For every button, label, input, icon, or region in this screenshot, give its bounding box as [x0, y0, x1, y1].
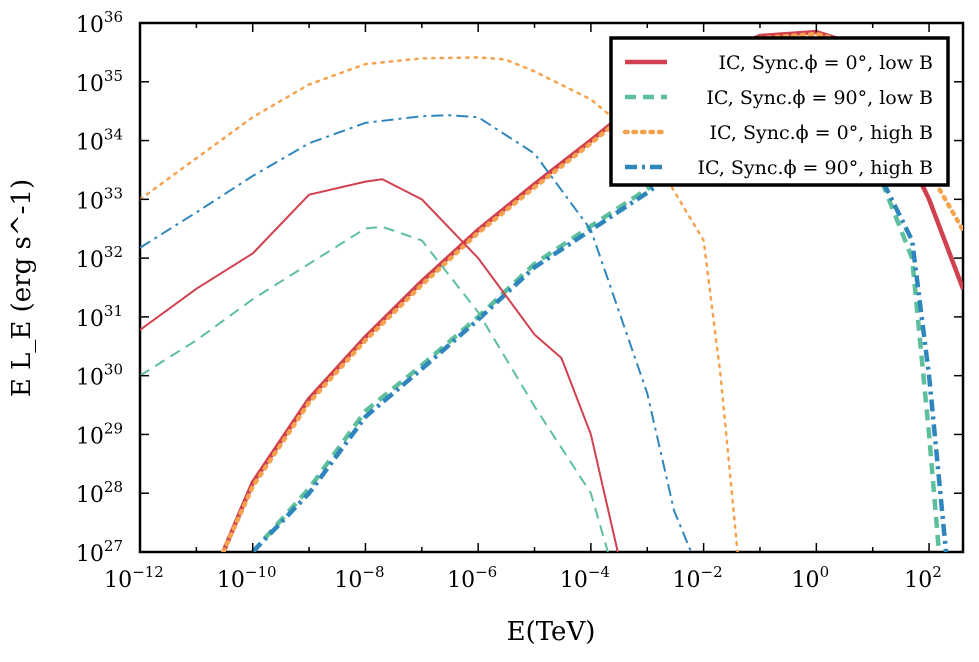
y-tick-label: 1034	[76, 126, 123, 156]
y-tick-label: 1033	[76, 184, 123, 214]
x-tick-label: 10−4	[560, 563, 610, 593]
x-tick-label: 10−10	[217, 563, 277, 593]
y-tick-labels: 1027 1028 1029 1030 1031 1032 1033 1034 1035 1036	[76, 8, 123, 567]
legend-label: IC, Sync.ϕ = 0°, low B	[718, 52, 933, 74]
series-line-sync-6	[140, 56, 739, 552]
y-tick-label: 1028	[76, 478, 123, 508]
legend-label: IC, Sync.ϕ = 90°, high B	[697, 157, 933, 179]
y-tick-label: 1036	[76, 8, 123, 38]
legend-box	[609, 36, 950, 187]
x-tick-label: 10−8	[334, 563, 384, 593]
y-tick-label: 1030	[76, 361, 123, 391]
y-tick-label: 1031	[76, 302, 123, 332]
series-line-ic-1	[251, 110, 942, 552]
y-tick-label: 1035	[76, 67, 123, 97]
series-line-sync-5	[140, 225, 609, 552]
y-axis-title: E L_E (erg s^-1)	[7, 179, 37, 397]
legend: IC, Sync.ϕ = 0°, low B IC, Sync.ϕ = 90°, …	[609, 36, 950, 187]
y-tick-label: 1032	[76, 243, 123, 273]
x-tick-label: 102	[904, 563, 942, 593]
legend-label: IC, Sync.ϕ = 90°, low B	[706, 87, 933, 109]
legend-label: IC, Sync.ϕ = 0°, high B	[710, 122, 933, 144]
x-tick-label: 10−6	[447, 563, 497, 593]
series-line-sync-7	[140, 114, 693, 552]
x-tick-label: 100	[792, 563, 830, 593]
y-tick-label: 1027	[76, 537, 123, 567]
x-axis-title: E(TeV)	[507, 617, 596, 647]
y-tick-label: 1029	[76, 419, 123, 449]
series-line-sync-4	[140, 178, 619, 552]
x-tick-label: 10−12	[104, 563, 164, 593]
tick-layer	[139, 22, 963, 553]
x-tick-label: 10−2	[673, 563, 723, 593]
x-tick-labels: 10−12 10−10 10−8 10−6 10−4 10−2 100 102	[104, 563, 942, 593]
